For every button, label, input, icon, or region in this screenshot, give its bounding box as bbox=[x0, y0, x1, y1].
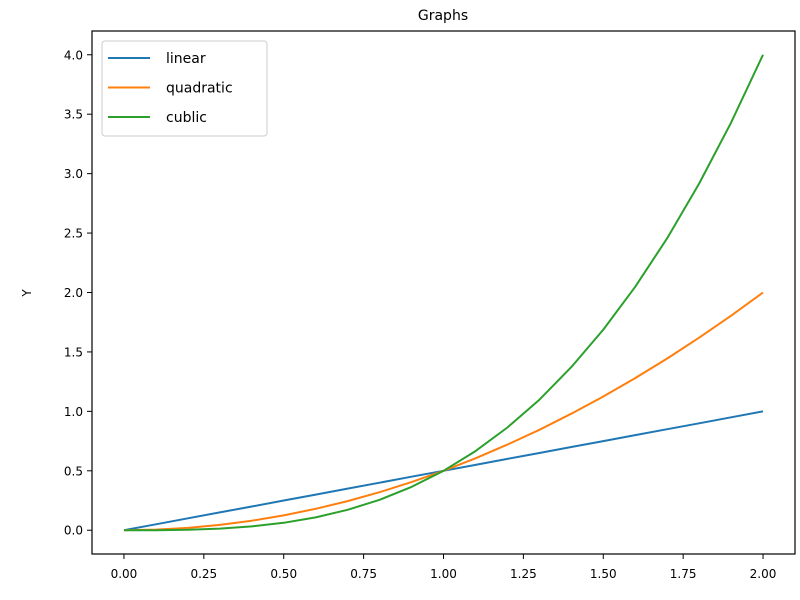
legend: linear quadratic cublic bbox=[101, 40, 268, 137]
y-tick-label: 2.0 bbox=[64, 286, 83, 300]
y-tick-label: 1.0 bbox=[64, 405, 83, 419]
x-tick-label: 1.50 bbox=[590, 567, 617, 581]
x-tick-label: 0.25 bbox=[190, 567, 217, 581]
series-line-quadratic bbox=[123, 291, 764, 532]
x-tick-label: 0.50 bbox=[270, 567, 297, 581]
y-tick-label: 3.5 bbox=[64, 108, 83, 122]
y-tick-label: 0.0 bbox=[64, 524, 83, 538]
legend-label: cublic bbox=[166, 110, 207, 126]
x-tick-label: 1.75 bbox=[670, 567, 697, 581]
y-tick-label: 0.5 bbox=[64, 464, 83, 478]
x-tick-label: 0.75 bbox=[350, 567, 377, 581]
x-axis-label: X bbox=[439, 598, 447, 600]
x-tick-label: 1.25 bbox=[510, 567, 537, 581]
y-tick-label: 1.5 bbox=[64, 345, 83, 359]
y-tick-label: 3.0 bbox=[64, 167, 83, 181]
y-tick-label: 2.5 bbox=[64, 227, 83, 241]
y-axis-label: Y bbox=[20, 289, 34, 298]
plot-frame bbox=[91, 30, 796, 555]
chart-title: Graphs bbox=[418, 8, 468, 24]
series-line-cublic bbox=[124, 54, 764, 532]
x-tick-label: 0.00 bbox=[111, 567, 138, 581]
x-tick-label: 1.00 bbox=[430, 567, 457, 581]
x-tick-label: 2.00 bbox=[750, 567, 777, 581]
legend-label: quadratic bbox=[166, 81, 233, 97]
y-tick-label: 4.0 bbox=[64, 48, 83, 62]
legend-label: linear bbox=[166, 51, 206, 67]
legend-box bbox=[101, 40, 268, 137]
